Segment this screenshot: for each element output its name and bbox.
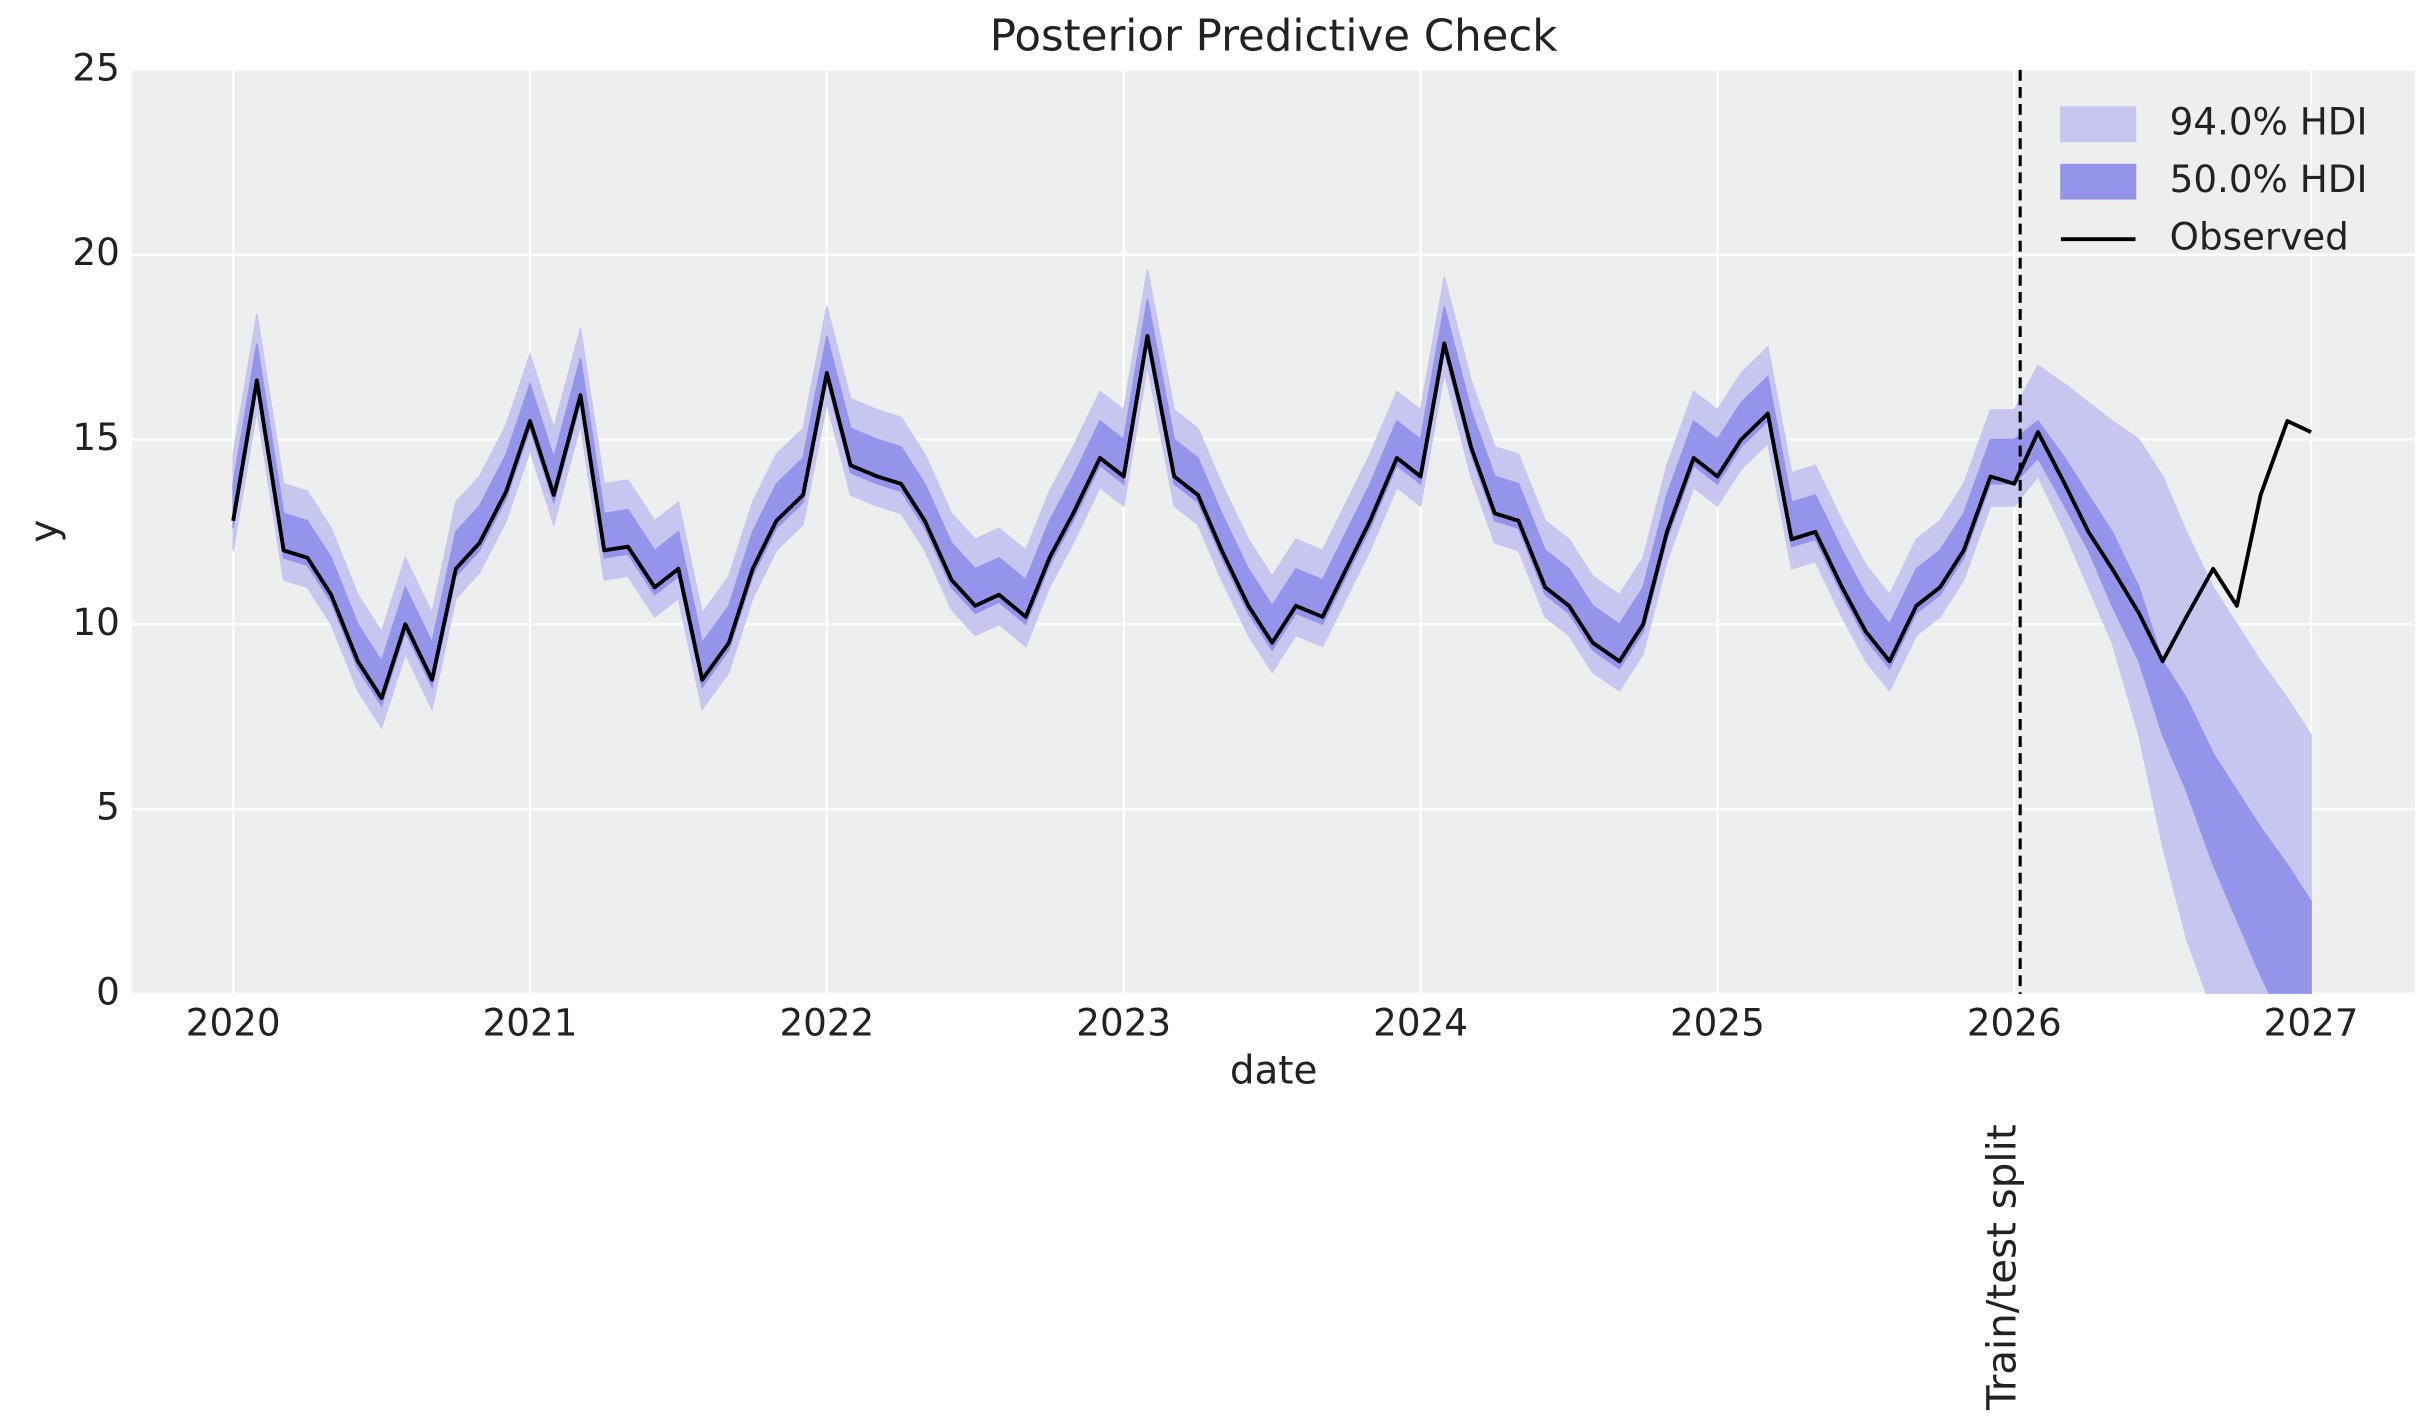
y-tick-label: 10 xyxy=(72,600,119,644)
legend-swatch xyxy=(2060,163,2137,200)
y-axis-label: y xyxy=(22,520,67,543)
split-label: Train/test split xyxy=(1979,1124,2026,1411)
observed-line xyxy=(231,334,2312,701)
legend-label: 94.0% HDI xyxy=(2170,100,2368,144)
plot-area xyxy=(132,69,2415,994)
x-axis-label: date xyxy=(1230,1049,1318,1094)
y-tick-label: 20 xyxy=(72,230,119,274)
legend-swatch xyxy=(2060,106,2137,143)
y-tick-label: 25 xyxy=(72,45,119,89)
hdi-band xyxy=(232,298,2312,994)
x-tick-label: 2025 xyxy=(1670,1000,1765,1044)
y-tick-label: 15 xyxy=(72,415,119,459)
y-tick-label: 0 xyxy=(96,969,120,1013)
x-tick-label: 2024 xyxy=(1373,1000,1468,1044)
y-tick-label: 5 xyxy=(96,785,120,829)
x-tick-label: 2027 xyxy=(2264,1000,2359,1044)
legend-label: Observed xyxy=(2170,215,2349,259)
x-tick-label: 2021 xyxy=(483,1000,578,1044)
legend-label: 50.0% HDI xyxy=(2170,157,2368,201)
x-tick-label: 2023 xyxy=(1076,1000,1171,1044)
x-tick-label: 2020 xyxy=(186,1000,281,1044)
chart-title: Posterior Predictive Check xyxy=(990,11,1559,61)
x-tick-label: 2026 xyxy=(1967,1000,2062,1044)
x-tick-label: 2022 xyxy=(779,1000,874,1044)
